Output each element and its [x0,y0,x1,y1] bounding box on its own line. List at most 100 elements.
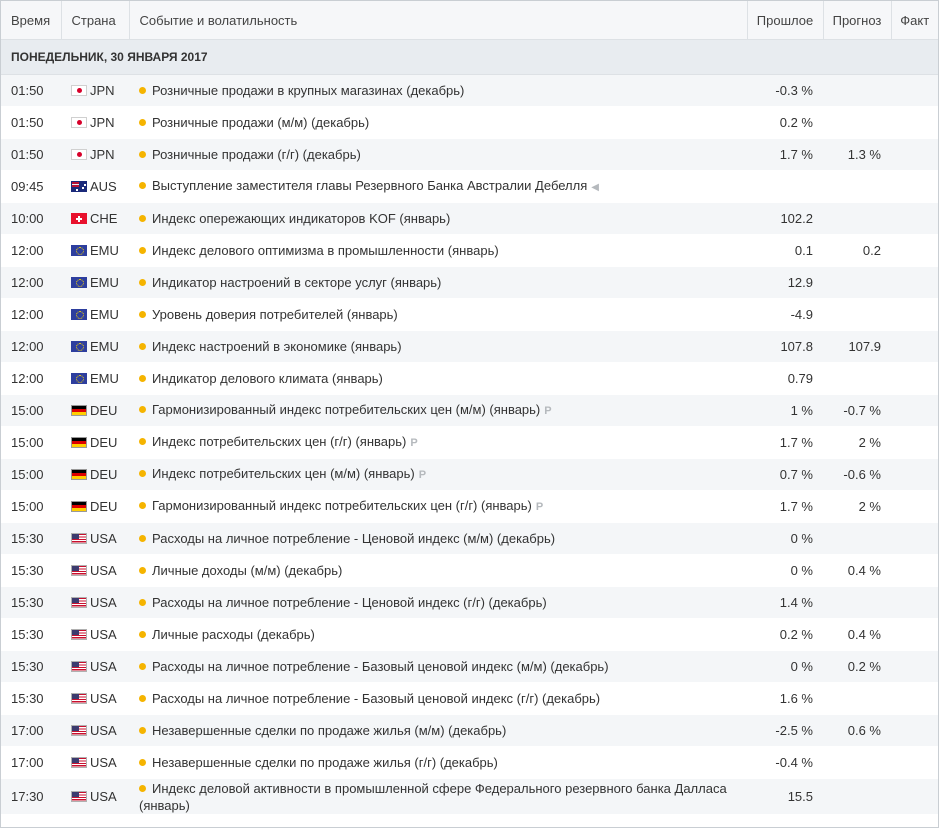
event-cell: Незавершенные сделки по продаже жилья (м… [129,714,747,747]
event-title[interactable]: Выступление заместителя главы Резервного… [152,178,588,193]
event-forecast: 2 % [823,490,891,523]
table-row[interactable]: 01:50 JPN Розничные продажи (м/м) (декабрь… [1,106,938,139]
event-time: 12:00 [1,266,61,299]
table-row[interactable]: 17:00 USA Незавершенные сделки по продаже … [1,714,938,747]
volatility-dot-icon [139,535,146,542]
table-row[interactable]: 12:00 EMU Уровень доверия потребителей (ян… [1,298,938,331]
volatility-dot-icon [139,438,146,445]
event-title[interactable]: Индикатор настроений в секторе услуг (ян… [152,275,442,290]
event-actual [891,490,938,523]
event-country: USA [61,714,129,747]
event-title[interactable]: Личные доходы (м/м) (декабрь) [152,563,343,578]
table-row[interactable]: 17:00 USA Незавершенные сделки по продаже … [1,746,938,779]
table-row[interactable]: 15:00 DEU Индекс потребительских цен (г/г)… [1,426,938,459]
event-forecast: 0.6 % [823,714,891,747]
country-code: USA [90,789,117,804]
table-row[interactable]: 15:00 DEU Гармонизированный индекс потреби… [1,394,938,427]
event-forecast: 0.4 % [823,554,891,587]
event-actual [891,330,938,363]
event-title[interactable]: Незавершенные сделки по продаже жилья (г… [152,755,498,770]
country-code: JPN [90,115,115,130]
event-title[interactable]: Личные расходы (декабрь) [152,627,315,642]
event-title[interactable]: Индикатор делового климата (январь) [152,371,383,386]
event-previous: 12.9 [747,266,823,299]
table-row[interactable]: 01:50 JPN Розничные продажи (г/г) (декабрь… [1,138,938,171]
table-row[interactable]: 15:30 USA Расходы на личное потребление - … [1,586,938,619]
event-country: EMU [61,298,129,331]
table-row[interactable]: 12:00 EMU Индикатор настроений в секторе у… [1,266,938,299]
event-country: USA [61,682,129,715]
table-row[interactable]: 17:30 USA Индекс деловой активности в пром… [1,778,938,815]
event-title[interactable]: Индекс потребительских цен (м/м) (январь… [152,466,415,481]
header-actual[interactable]: Факт [891,1,938,40]
event-actual [891,138,938,171]
event-title[interactable]: Индекс настроений в экономике (январь) [152,339,402,354]
header-event[interactable]: Событие и волатильность [129,1,748,40]
event-actual [891,458,938,491]
country-code: EMU [90,339,119,354]
event-title[interactable]: Гармонизированный индекс потребительских… [152,402,541,417]
table-row[interactable]: 10:00 CHE Индекс опережающих индикаторов K… [1,202,938,235]
event-actual [891,74,938,107]
table-row[interactable]: 12:00 EMU Индекс настроений в экономике (я… [1,330,938,363]
event-title[interactable]: Розничные продажи (г/г) (декабрь) [152,147,361,162]
volatility-dot-icon [139,311,146,318]
event-cell: Индекс деловой активности в промышленной… [129,778,747,815]
event-title[interactable]: Расходы на личное потребление - Ценовой … [152,531,556,546]
event-title[interactable]: Индекс опережающих индикаторов KOF (янва… [152,211,451,226]
table-row[interactable]: 15:30 USA Личные доходы (м/м) (декабрь) 0 %… [1,554,938,587]
event-country: USA [61,554,129,587]
volatility-dot-icon [139,631,146,638]
event-title[interactable]: Индекс потребительских цен (г/г) (январь… [152,434,407,449]
event-title[interactable]: Расходы на личное потребление - Ценовой … [152,595,547,610]
country-code: JPN [90,147,115,162]
event-title[interactable]: Незавершенные сделки по продаже жилья (м… [152,723,507,738]
table-row[interactable]: 01:50 JPN Розничные продажи в крупных мага… [1,74,938,107]
event-previous: 0.2 % [747,106,823,139]
volatility-dot-icon [139,695,146,702]
event-title[interactable]: Индекс делового оптимизма в промышленнос… [152,243,499,258]
event-title[interactable]: Индекс деловой активности в промышленной… [139,780,727,813]
event-title[interactable]: Расходы на личное потребление - Базовый … [152,659,609,674]
emu-flag-icon [71,373,87,384]
header-previous[interactable]: Прошлое [747,1,824,40]
event-previous: 1.6 % [747,682,823,715]
table-row[interactable]: 12:00 EMU Индекс делового оптимизма в пром… [1,234,938,267]
che-flag-icon [71,213,87,224]
header-time[interactable]: Время [1,1,62,40]
header-country[interactable]: Страна [61,1,130,40]
volatility-dot-icon [139,247,146,254]
event-cell: Расходы на личное потребление - Ценовой … [129,522,747,555]
event-time: 17:00 [1,746,61,779]
event-cell: Индикатор делового климата (январь) [129,362,747,395]
table-row[interactable]: 15:30 USA Расходы на личное потребление - … [1,682,938,715]
usa-flag-icon [71,533,87,544]
event-time: 15:00 [1,394,61,427]
table-row[interactable]: 15:00 DEU Гармонизированный индекс потреби… [1,490,938,523]
event-title[interactable]: Расходы на личное потребление - Базовый … [152,691,601,706]
event-time: 17:00 [1,714,61,747]
event-title[interactable]: Розничные продажи в крупных магазинах (д… [152,83,465,98]
table-row[interactable]: 15:30 USA Личные расходы (декабрь) 0.2 % 0.4… [1,618,938,651]
table-row[interactable]: 15:00 DEU Индекс потребительских цен (м/м)… [1,458,938,491]
event-country: EMU [61,266,129,299]
table-row[interactable]: 15:30 USA Расходы на личное потребление - … [1,522,938,555]
day-label: ПОНЕДЕЛЬНИК, 30 ЯНВАРЯ 2017 [1,39,938,75]
event-title[interactable]: Розничные продажи (м/м) (декабрь) [152,115,370,130]
event-time: 15:30 [1,554,61,587]
event-country: JPN [61,106,129,139]
event-actual [891,650,938,683]
event-country: USA [61,650,129,683]
event-title[interactable]: Гармонизированный индекс потребительских… [152,498,532,513]
event-previous: 1 % [747,394,823,427]
event-actual [891,682,938,715]
header-forecast[interactable]: Прогноз [823,1,892,40]
preliminary-badge: P [410,437,418,449]
event-actual [891,170,938,203]
table-row[interactable]: 09:45 AUS Выступление заместителя главы Ре… [1,170,938,203]
table-row[interactable]: 15:30 USA Расходы на личное потребление - … [1,650,938,683]
event-title[interactable]: Уровень доверия потребителей (январь) [152,307,398,322]
event-cell: Расходы на личное потребление - Базовый … [129,650,747,683]
table-row[interactable]: 12:00 EMU Индикатор делового климата (янва… [1,362,938,395]
country-code: USA [90,595,117,610]
